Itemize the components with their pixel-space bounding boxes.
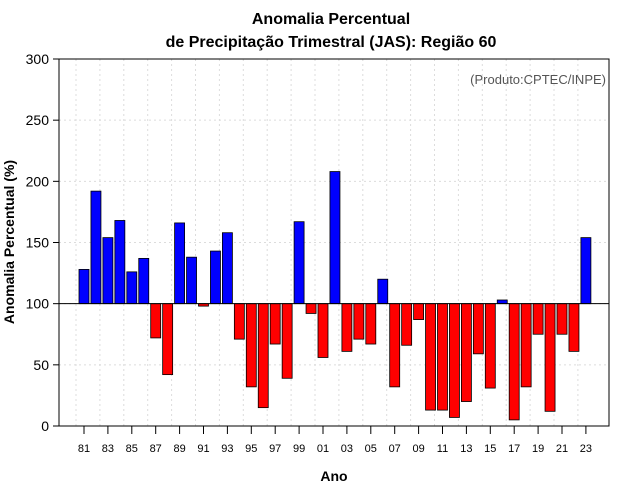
bar-16 <box>496 299 508 305</box>
bar-96 <box>257 303 269 409</box>
x-tick-label: 23 <box>580 443 592 455</box>
y-axis: 0 50 100 150 200 250 300 <box>26 51 59 434</box>
bar-08 <box>401 303 413 346</box>
bar-12 <box>449 303 460 418</box>
x-tick-label: 93 <box>221 443 233 455</box>
bar-19 <box>532 303 544 335</box>
bar-99 <box>293 221 305 305</box>
y-tick-label: 0 <box>41 418 49 434</box>
bar-87 <box>150 303 162 339</box>
bar-98 <box>281 303 293 379</box>
bar-92 <box>210 250 221 305</box>
y-tick-label: 250 <box>26 112 50 128</box>
bar-05 <box>365 303 377 345</box>
bar-02 <box>329 171 341 305</box>
bar-93 <box>221 232 233 305</box>
x-tick-label: 13 <box>460 443 472 455</box>
bar-95 <box>245 303 257 388</box>
bar-81 <box>78 269 90 305</box>
x-tick-label: 03 <box>341 443 353 455</box>
bar-97 <box>269 303 281 345</box>
bar-13 <box>460 303 472 402</box>
bar-20 <box>544 303 556 412</box>
y-axis-label: Anomalia Percentual (%) <box>1 160 17 324</box>
y-tick-label: 150 <box>26 235 50 251</box>
y-tick-label: 200 <box>26 173 50 189</box>
x-tick-label: 85 <box>126 443 138 455</box>
x-tick-label: 11 <box>437 443 448 455</box>
bar-21 <box>556 303 568 335</box>
bar-09 <box>413 303 425 320</box>
chart-title: Anomalia Percentual <box>252 11 410 28</box>
chart-subtitle: de Precipitação Trimestral (JAS): Região… <box>166 34 497 51</box>
y-tick-label: 300 <box>26 51 50 67</box>
x-tick-label: 91 <box>197 443 209 455</box>
bar-10 <box>425 303 436 411</box>
x-tick-label: 83 <box>102 443 114 455</box>
bar-14 <box>472 303 484 355</box>
bar-84 <box>114 220 126 305</box>
x-tick-label: 05 <box>365 443 377 455</box>
bar-17 <box>508 303 520 421</box>
x-axis-label: Ano <box>320 468 347 484</box>
bar-18 <box>520 303 532 388</box>
bars <box>78 171 592 421</box>
y-tick-label: 50 <box>33 357 49 373</box>
bar-83 <box>102 237 114 305</box>
bar-82 <box>90 190 102 305</box>
bar-07 <box>389 303 401 388</box>
bar-86 <box>138 257 150 305</box>
credit-annotation: (Produto:CPTEC/INPE) <box>470 72 606 87</box>
x-tick-label: 01 <box>317 443 329 455</box>
bar-06 <box>377 278 389 305</box>
x-tick-label: 15 <box>484 443 496 455</box>
bar-94 <box>233 303 245 340</box>
bar-04 <box>353 303 365 340</box>
x-axis: 81 83 85 87 89 91 93 95 97 99 01 03 05 07 09 11 13 15 17 19… <box>78 426 592 455</box>
bar-03 <box>341 303 353 352</box>
x-tick-label: 89 <box>173 443 185 455</box>
x-tick-label: 19 <box>532 443 544 455</box>
x-tick-label: 21 <box>556 443 568 455</box>
x-tick-label: 97 <box>269 443 281 455</box>
x-tick-label: 99 <box>293 443 305 455</box>
x-tick-label: 87 <box>150 443 162 455</box>
bar-11 <box>437 303 448 411</box>
bar-23 <box>580 237 592 305</box>
y-tick-label: 100 <box>26 296 50 312</box>
x-tick-label: 81 <box>78 443 90 455</box>
bar-90 <box>186 256 197 305</box>
x-tick-label: 07 <box>389 443 401 455</box>
x-tick-label: 09 <box>412 443 424 455</box>
x-tick-label: 17 <box>508 443 520 455</box>
bar-85 <box>126 271 138 305</box>
x-tick-label: 95 <box>245 443 257 455</box>
bar-22 <box>568 303 580 352</box>
bar-00 <box>305 303 317 314</box>
bar-15 <box>484 303 496 389</box>
bar-88 <box>162 303 174 376</box>
bar-89 <box>174 222 186 305</box>
bar-01 <box>317 303 329 358</box>
